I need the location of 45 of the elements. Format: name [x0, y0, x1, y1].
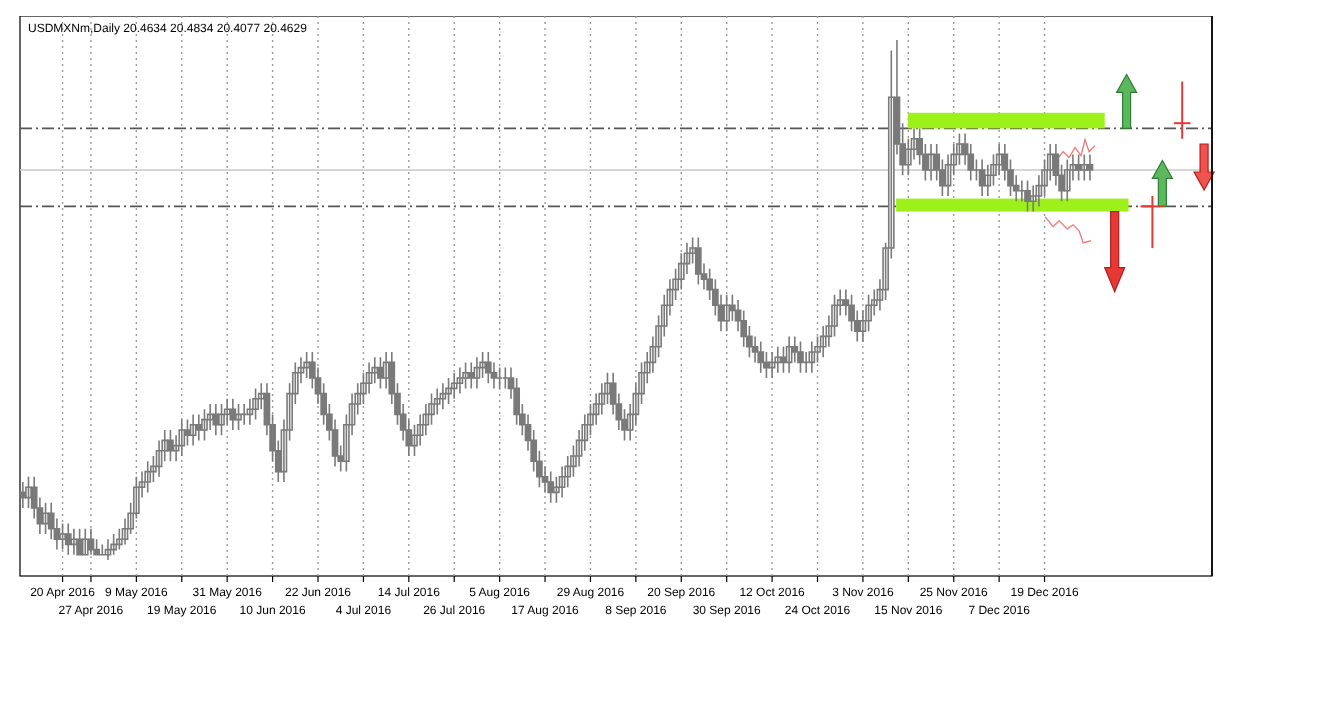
- candlestick: [189, 413, 197, 447]
- candlestick: [978, 158, 986, 197]
- candlestick: [757, 340, 765, 374]
- candlestick: [768, 351, 776, 379]
- candlestick: [445, 377, 452, 405]
- candlestick: [167, 429, 174, 462]
- candlestick: [59, 522, 66, 551]
- candlestick: [1075, 153, 1082, 182]
- candlestick: [178, 418, 186, 457]
- candlestick: [694, 236, 702, 286]
- candlestick: [484, 351, 492, 384]
- candlestick: [1063, 158, 1071, 202]
- candlestick: [462, 361, 469, 390]
- candlestick: [797, 340, 804, 374]
- candlestick: [70, 528, 78, 556]
- candlestick: [723, 294, 731, 332]
- candlestick: [240, 403, 248, 426]
- candlestick: [456, 366, 464, 395]
- candlestick: [87, 528, 95, 556]
- candlestick: [774, 346, 782, 374]
- candlestick: [467, 361, 475, 390]
- candlestick: [64, 522, 72, 556]
- candlestick: [19, 481, 27, 509]
- candlestick: [218, 403, 225, 436]
- candlestick: [1080, 153, 1088, 182]
- candlestick: [1024, 179, 1031, 213]
- candlestick: [229, 398, 237, 431]
- candlestick: [252, 387, 259, 421]
- candlestick: [144, 460, 152, 494]
- candlestick: [1086, 153, 1094, 182]
- candlestick: [547, 470, 555, 504]
- candlestick: [110, 533, 118, 556]
- candlestick: [450, 372, 458, 400]
- candlestick: [81, 528, 89, 556]
- candlestick: [201, 408, 208, 442]
- candlestick: [195, 413, 203, 442]
- candlestick: [473, 356, 481, 390]
- candlestick: [212, 403, 220, 436]
- candlestick: [496, 366, 503, 390]
- candlestick: [808, 340, 816, 374]
- candlestick: [98, 543, 106, 556]
- candlestick: [235, 403, 242, 431]
- candlestick: [104, 538, 112, 561]
- candlestick: [785, 335, 793, 374]
- candlestick: [439, 382, 447, 410]
